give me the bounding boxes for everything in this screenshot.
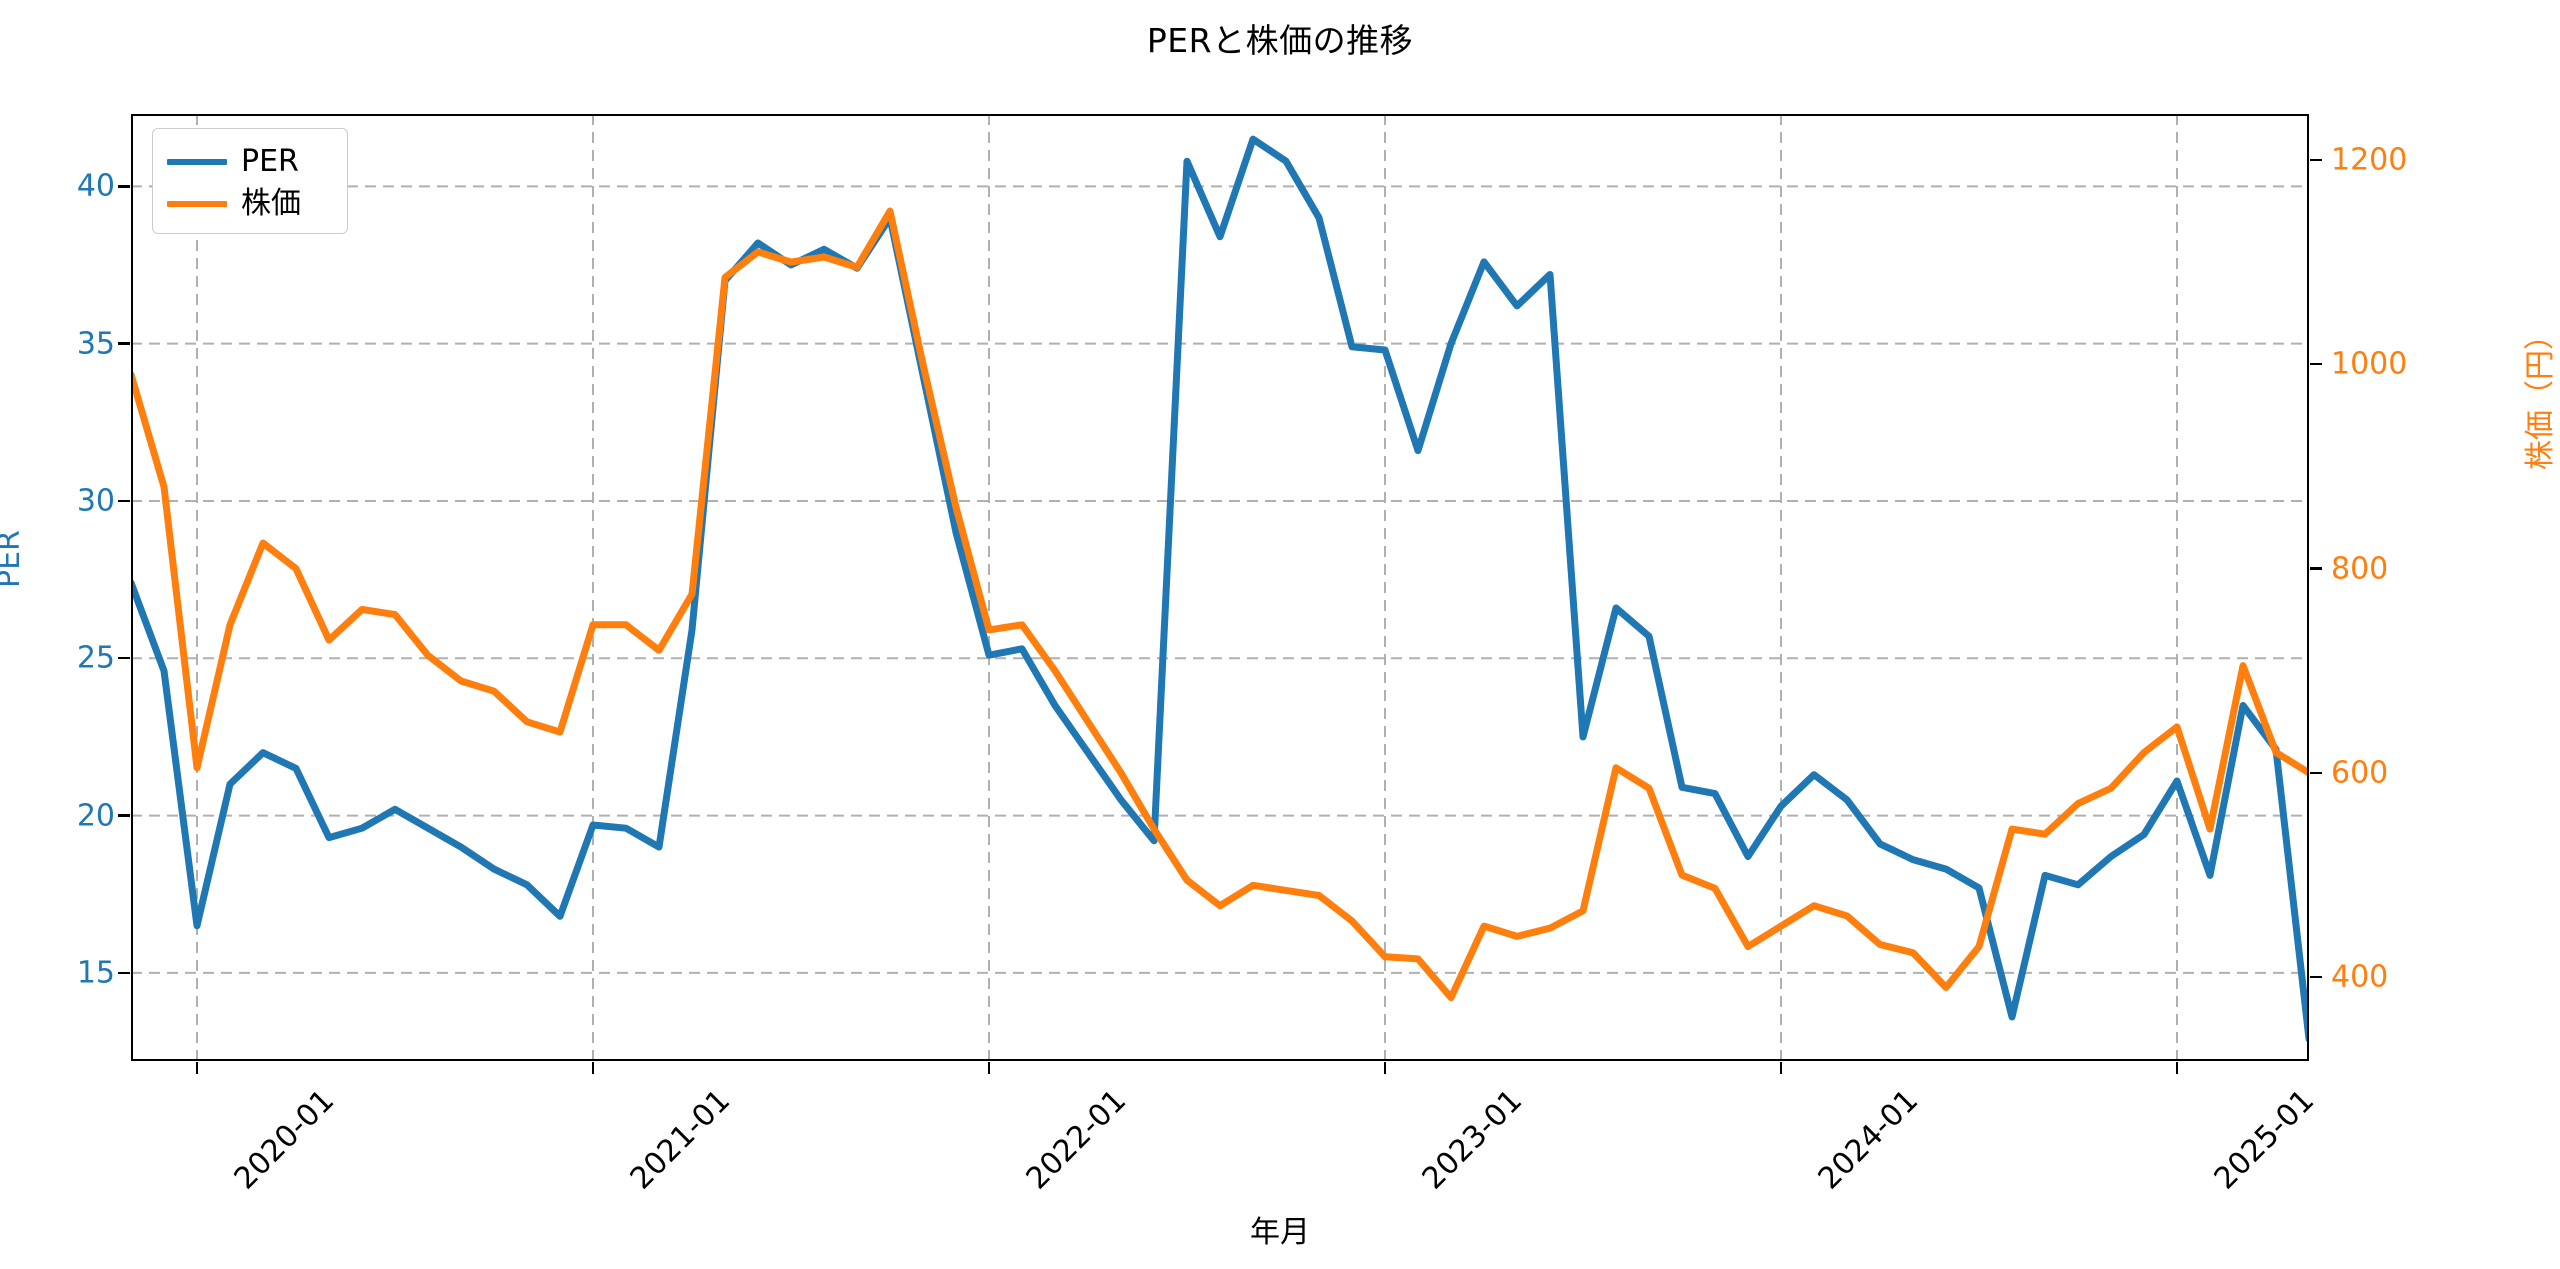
y-tick-right-mark: [2310, 976, 2322, 979]
plot-frame: [131, 114, 2309, 1061]
y-tick-right-mark: [2310, 771, 2322, 775]
y-tick-left-mark: [118, 814, 130, 817]
x-tick-mark: [1383, 1062, 1387, 1074]
y-tick-left-mark: [118, 657, 130, 660]
x-tick-label: 2022-01: [1019, 1083, 1134, 1197]
x-axis-label: 年月: [1250, 1215, 1310, 1250]
x-tick-label: 2021-01: [623, 1083, 738, 1197]
gridlines: [131, 114, 2309, 1061]
x-tick-label: 2023-01: [1415, 1083, 1530, 1197]
y-tick-left-label: 40: [76, 168, 115, 204]
y-tick-left-label: 25: [76, 640, 115, 676]
x-tick-mark: [195, 1062, 199, 1074]
y-tick-right-label: 1000: [2331, 346, 2408, 382]
y-tick-left-label: 20: [76, 798, 115, 834]
legend: PER 株価: [152, 128, 348, 234]
legend-item-per: PER: [167, 141, 333, 183]
x-tick-mark: [2175, 1062, 2179, 1074]
legend-swatch-kabuka: [167, 201, 227, 207]
y-tick-right-mark: [2310, 567, 2322, 570]
y-tick-left-mark: [118, 971, 130, 975]
y-tick-right-label: 400: [2331, 959, 2389, 995]
y-tick-left-label: 15: [76, 955, 115, 991]
y-tick-left-label: 35: [76, 326, 115, 362]
x-tick-mark: [1779, 1062, 1783, 1074]
y-tick-left-mark: [118, 342, 130, 345]
y-tick-right-label: 600: [2331, 755, 2389, 791]
x-tick-mark: [591, 1062, 595, 1074]
y-tick-left-mark: [118, 499, 130, 503]
y-tick-left-label: 30: [76, 483, 115, 519]
x-tick-mark: [987, 1062, 991, 1074]
legend-label-kabuka: 株価: [241, 186, 301, 221]
legend-label-per: PER: [241, 144, 299, 179]
series-line-PER: [131, 135, 2309, 1043]
series-line-株価: [131, 207, 2309, 1002]
legend-swatch-per: [167, 159, 227, 165]
y-axis-right-label: 株価（円）: [2523, 320, 2558, 470]
y-tick-right-mark: [2310, 158, 2322, 162]
x-tick-label: 2024-01: [1811, 1083, 1926, 1197]
legend-item-kabuka: 株価: [167, 183, 333, 225]
x-tick-label: 2020-01: [227, 1083, 342, 1197]
series-lines: [131, 135, 2309, 1043]
y-tick-right-label: 1200: [2331, 142, 2408, 178]
y-tick-left-mark: [118, 185, 130, 188]
plot-canvas: [131, 114, 2309, 1061]
y-tick-right-label: 800: [2331, 551, 2389, 587]
y-tick-right-mark: [2310, 363, 2322, 366]
y-axis-left-label: PER: [0, 530, 27, 588]
x-tick-label: 2025-01: [2207, 1083, 2322, 1197]
page-title: PERと株価の推移: [1146, 21, 1414, 60]
